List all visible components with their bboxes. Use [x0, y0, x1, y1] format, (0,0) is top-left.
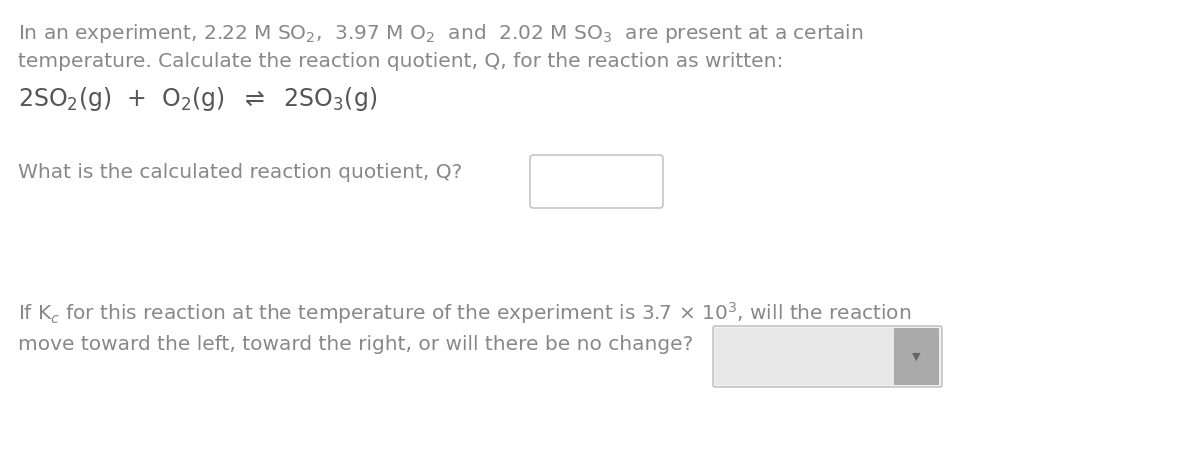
FancyBboxPatch shape	[713, 326, 942, 387]
Text: temperature. Calculate the reaction quotient, Q, for the reaction as written:: temperature. Calculate the reaction quot…	[18, 52, 783, 71]
Text: ▼: ▼	[912, 351, 920, 361]
FancyBboxPatch shape	[715, 328, 895, 385]
Text: What is the calculated reaction quotient, Q?: What is the calculated reaction quotient…	[18, 163, 462, 182]
Text: If K$_c$ for this reaction at the temperature of the experiment is 3.7 × 10$^3$,: If K$_c$ for this reaction at the temper…	[18, 300, 912, 326]
FancyBboxPatch shape	[530, 155, 663, 208]
Text: 2SO$_2$(g)  +  O$_2$(g)  $\rightleftharpoons$  2SO$_3$(g): 2SO$_2$(g) + O$_2$(g) $\rightleftharpoon…	[18, 85, 378, 113]
Text: move toward the left, toward the right, or will there be no change?: move toward the left, toward the right, …	[18, 335, 694, 354]
Text: In an experiment, 2.22 M SO$_2$,  3.97 M O$_2$  and  2.02 M SO$_3$  are present : In an experiment, 2.22 M SO$_2$, 3.97 M …	[18, 22, 863, 45]
FancyBboxPatch shape	[894, 328, 939, 385]
